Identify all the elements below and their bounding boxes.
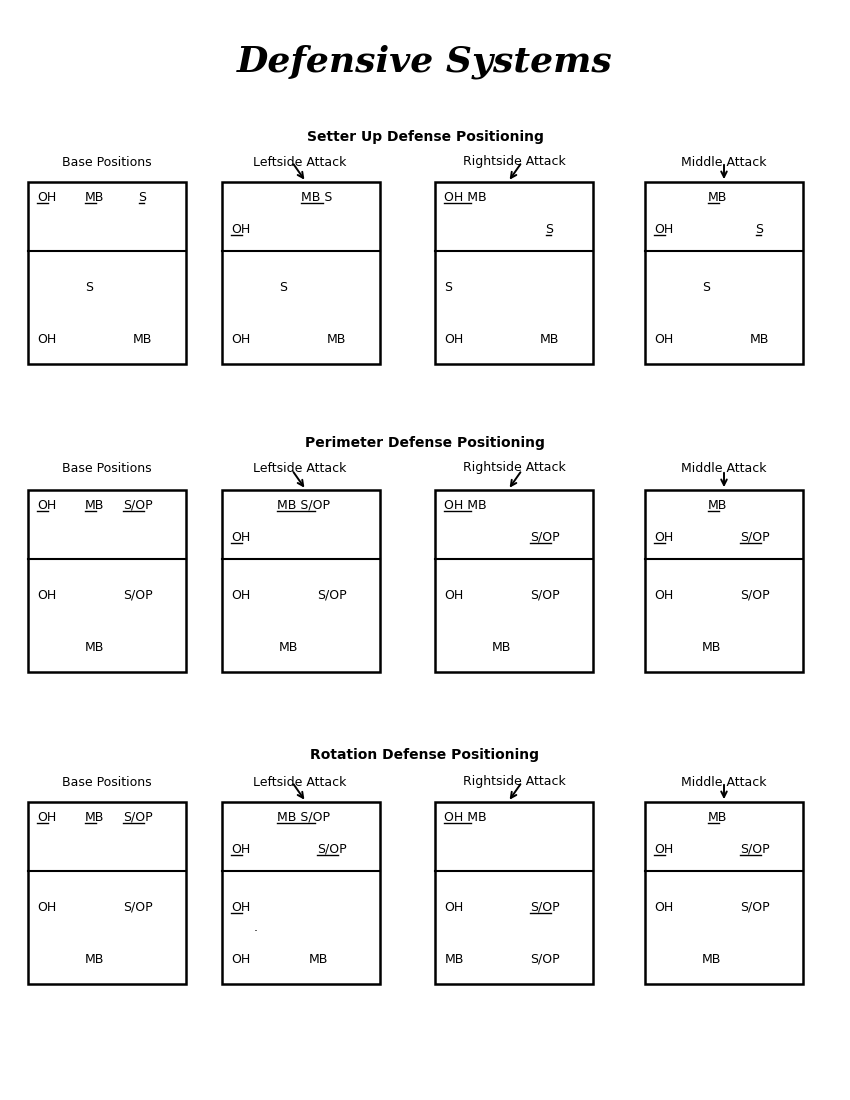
Text: MB: MB <box>279 640 298 653</box>
Text: MB: MB <box>708 498 728 512</box>
Text: OH: OH <box>37 190 57 204</box>
Text: OH: OH <box>654 901 674 914</box>
Text: MB: MB <box>750 332 768 345</box>
Text: S/OP: S/OP <box>530 901 559 914</box>
Text: Leftside Attack: Leftside Attack <box>253 462 347 474</box>
Text: S/OP: S/OP <box>530 530 559 543</box>
Bar <box>435 802 593 984</box>
Text: S/OP: S/OP <box>122 498 152 512</box>
Text: S/OP: S/OP <box>122 588 152 602</box>
Text: OH: OH <box>231 843 251 856</box>
Text: OH: OH <box>445 332 464 345</box>
Text: OH: OH <box>231 901 251 914</box>
Bar <box>222 182 380 364</box>
Text: Base Positions: Base Positions <box>62 776 152 789</box>
Text: OH: OH <box>445 901 464 914</box>
Text: Middle Attack: Middle Attack <box>681 462 767 474</box>
Text: OH MB: OH MB <box>445 811 487 824</box>
Text: OH: OH <box>445 588 464 602</box>
Text: MB: MB <box>708 190 728 204</box>
Bar <box>222 490 380 672</box>
Text: Base Positions: Base Positions <box>62 462 152 474</box>
Text: OH: OH <box>654 588 674 602</box>
Text: OH: OH <box>37 811 57 824</box>
Text: MB: MB <box>492 640 511 653</box>
Text: OH: OH <box>231 222 251 235</box>
Text: S/OP: S/OP <box>740 901 769 914</box>
Text: Rotation Defense Positioning: Rotation Defense Positioning <box>310 748 540 762</box>
Text: S: S <box>279 280 287 294</box>
Text: S: S <box>546 222 553 235</box>
Text: S: S <box>445 280 452 294</box>
Bar <box>645 802 803 984</box>
Text: OH MB: OH MB <box>445 498 487 512</box>
Text: MB: MB <box>708 811 728 824</box>
Text: OH: OH <box>654 843 674 856</box>
Text: OH: OH <box>231 588 251 602</box>
Text: MB S/OP: MB S/OP <box>277 498 331 512</box>
Text: Defensive Systems: Defensive Systems <box>237 45 613 79</box>
Text: MB: MB <box>85 640 105 653</box>
Text: MB: MB <box>85 190 105 204</box>
Text: MB: MB <box>326 332 346 345</box>
Text: S: S <box>85 280 93 294</box>
Text: S/OP: S/OP <box>122 811 152 824</box>
Text: OH: OH <box>37 588 57 602</box>
Text: S/OP: S/OP <box>122 901 152 914</box>
Text: S: S <box>139 190 146 204</box>
Text: MB: MB <box>309 953 328 966</box>
Bar <box>28 490 186 672</box>
Text: OH MB: OH MB <box>445 190 487 204</box>
Bar <box>645 182 803 364</box>
Text: S/OP: S/OP <box>317 843 347 856</box>
Text: Leftside Attack: Leftside Attack <box>253 155 347 168</box>
Text: OH: OH <box>654 332 674 345</box>
Bar <box>435 182 593 364</box>
Text: MB: MB <box>445 953 464 966</box>
Text: Setter Up Defense Positioning: Setter Up Defense Positioning <box>307 130 543 144</box>
Text: OH: OH <box>654 530 674 543</box>
Text: OH: OH <box>37 901 57 914</box>
Text: Rightside Attack: Rightside Attack <box>462 462 565 474</box>
Text: Middle Attack: Middle Attack <box>681 155 767 168</box>
Text: OH: OH <box>231 530 251 543</box>
Text: Rightside Attack: Rightside Attack <box>462 155 565 168</box>
Text: MB: MB <box>539 332 558 345</box>
Text: Leftside Attack: Leftside Attack <box>253 776 347 789</box>
Text: MB: MB <box>85 811 105 824</box>
Text: MB S: MB S <box>301 190 332 204</box>
Text: S: S <box>702 280 710 294</box>
Text: S/OP: S/OP <box>740 588 769 602</box>
Text: Perimeter Defense Positioning: Perimeter Defense Positioning <box>305 436 545 450</box>
Text: Base Positions: Base Positions <box>62 155 152 168</box>
Text: OH: OH <box>654 222 674 235</box>
Text: Middle Attack: Middle Attack <box>681 776 767 789</box>
Text: MB: MB <box>133 332 151 345</box>
Text: .: . <box>253 921 258 934</box>
Text: MB: MB <box>85 498 105 512</box>
Text: Rightside Attack: Rightside Attack <box>462 776 565 789</box>
Bar <box>28 802 186 984</box>
Bar <box>222 802 380 984</box>
Bar <box>435 490 593 672</box>
Text: OH: OH <box>231 953 251 966</box>
Text: S: S <box>756 222 763 235</box>
Text: MB: MB <box>85 953 105 966</box>
Text: OH: OH <box>37 498 57 512</box>
Text: S/OP: S/OP <box>740 530 769 543</box>
Text: S/OP: S/OP <box>317 588 347 602</box>
Text: MB: MB <box>702 953 722 966</box>
Text: OH: OH <box>231 332 251 345</box>
Text: MB: MB <box>702 640 722 653</box>
Text: S/OP: S/OP <box>740 843 769 856</box>
Bar <box>28 182 186 364</box>
Bar <box>645 490 803 672</box>
Text: MB S/OP: MB S/OP <box>277 811 331 824</box>
Text: S/OP: S/OP <box>530 953 559 966</box>
Text: OH: OH <box>37 332 57 345</box>
Text: S/OP: S/OP <box>530 588 559 602</box>
